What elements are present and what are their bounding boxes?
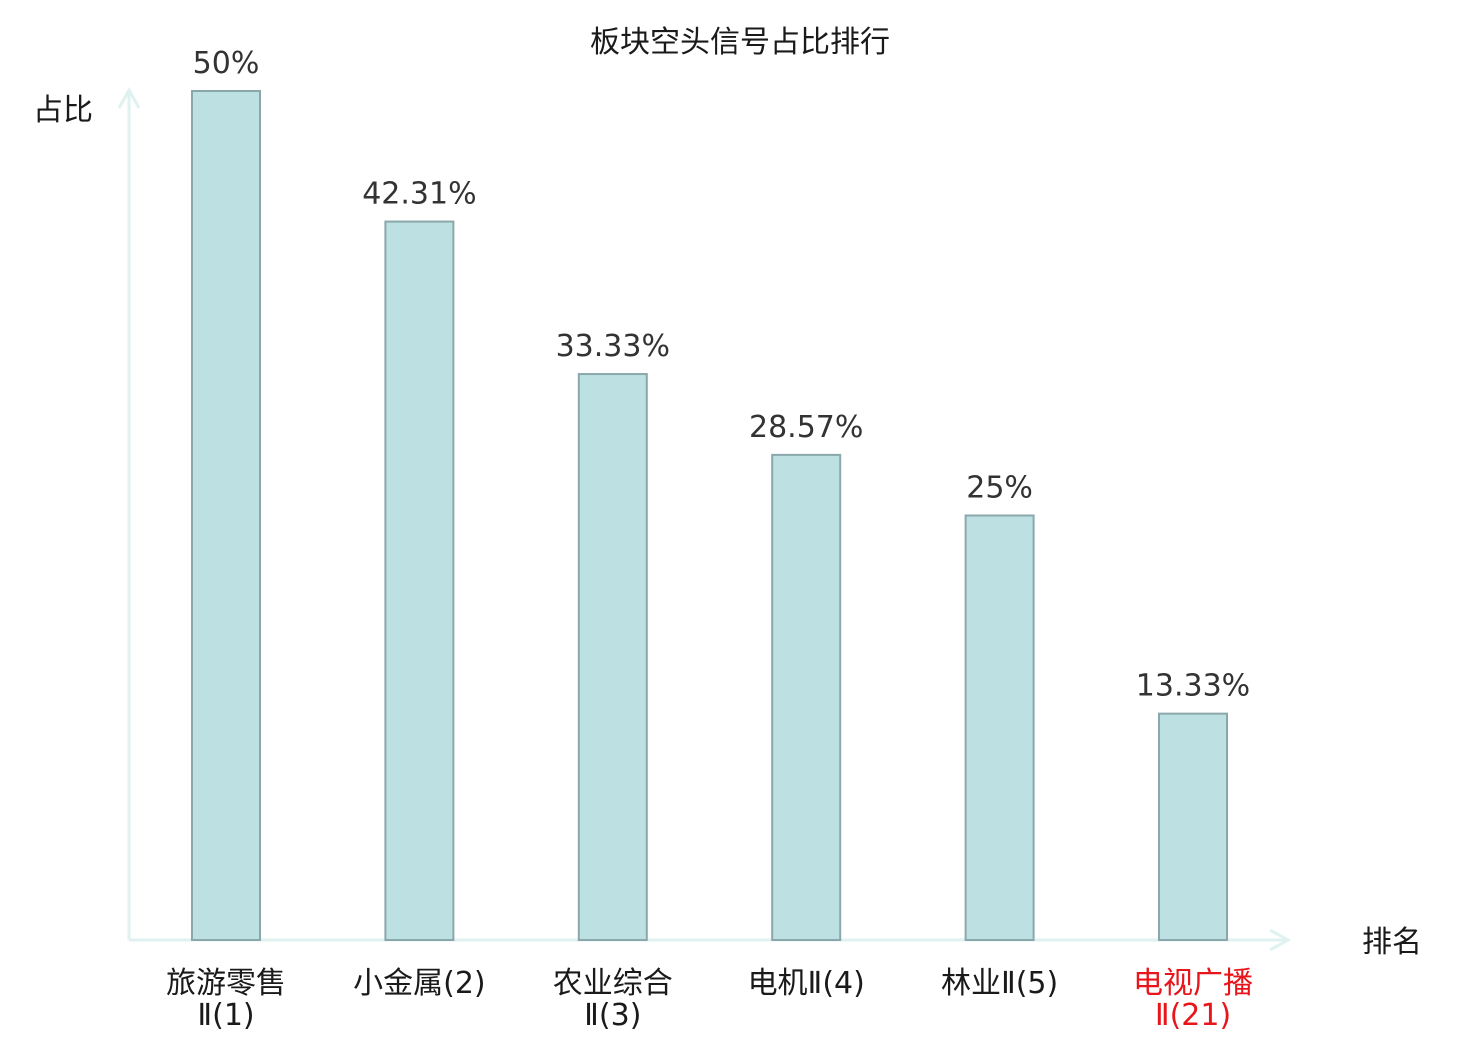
y-axis-label: 占比 bbox=[33, 93, 93, 128]
bar-2 bbox=[384, 220, 455, 942]
category-label-3-line-2: Ⅱ(3) bbox=[584, 998, 641, 1033]
y-axis-arrow bbox=[117, 86, 141, 109]
category-label-2-line-1: 小金属(2) bbox=[353, 966, 486, 1001]
category-label-5-line-1: 林业Ⅱ(5) bbox=[941, 966, 1058, 1001]
chart-title: 板块空头信号占比排行 bbox=[590, 25, 890, 60]
value-label-1: 50% bbox=[193, 46, 260, 81]
bar-5 bbox=[964, 514, 1035, 941]
x-axis-label: 排名 bbox=[1362, 925, 1422, 960]
value-label-3: 33.33% bbox=[556, 329, 670, 364]
x-axis-arrow bbox=[1269, 928, 1292, 952]
bar-1 bbox=[191, 90, 261, 941]
bar-6 bbox=[1158, 712, 1228, 942]
category-label-1-line-1: 旅游零售 bbox=[166, 966, 286, 1001]
category-label-3-line-1: 农业综合 bbox=[553, 966, 673, 1001]
value-label-6: 13.33% bbox=[1136, 669, 1250, 704]
bar-4 bbox=[771, 453, 842, 941]
category-label-6-line-2: Ⅱ(21) bbox=[1155, 998, 1231, 1033]
category-label-6-line-1: 电视广播 bbox=[1133, 966, 1253, 1001]
bar-3 bbox=[577, 373, 648, 942]
bars-group bbox=[191, 90, 1228, 942]
category-label-1-line-2: Ⅱ(1) bbox=[197, 998, 254, 1033]
value-label-4: 28.57% bbox=[749, 410, 863, 445]
value-label-2: 42.31% bbox=[362, 177, 476, 212]
value-label-5: 25% bbox=[966, 471, 1033, 506]
value-labels-group: 50% 42.31% 33.33% 28.57% 25% 13.33% bbox=[193, 46, 1251, 704]
category-label-4-line-1: 电机Ⅱ(4) bbox=[748, 966, 865, 1001]
